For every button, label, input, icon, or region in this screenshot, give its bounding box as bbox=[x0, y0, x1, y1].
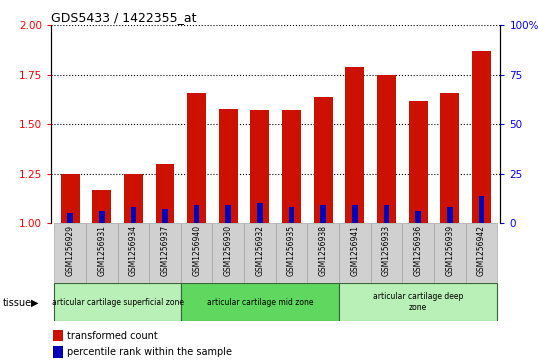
FancyBboxPatch shape bbox=[181, 283, 339, 321]
Text: GSM1256938: GSM1256938 bbox=[318, 225, 328, 276]
FancyBboxPatch shape bbox=[275, 223, 307, 283]
Text: articular cartilage superficial zone: articular cartilage superficial zone bbox=[52, 298, 183, 307]
Bar bbox=[408, 101, 428, 223]
Bar bbox=[53, 330, 63, 341]
Text: percentile rank within the sample: percentile rank within the sample bbox=[67, 347, 232, 357]
Bar bbox=[478, 196, 484, 223]
Text: GSM1256932: GSM1256932 bbox=[256, 225, 264, 276]
Bar bbox=[289, 207, 294, 223]
Text: GSM1256937: GSM1256937 bbox=[160, 225, 169, 276]
FancyBboxPatch shape bbox=[54, 223, 86, 283]
Bar bbox=[53, 346, 63, 358]
Bar bbox=[67, 213, 73, 223]
FancyBboxPatch shape bbox=[402, 223, 434, 283]
Bar bbox=[472, 51, 491, 223]
FancyBboxPatch shape bbox=[244, 223, 275, 283]
Bar bbox=[377, 75, 396, 223]
Text: ▶: ▶ bbox=[31, 298, 39, 308]
Bar bbox=[225, 205, 231, 223]
FancyBboxPatch shape bbox=[149, 223, 181, 283]
Bar bbox=[314, 97, 332, 223]
Text: GSM1256931: GSM1256931 bbox=[97, 225, 106, 276]
Bar bbox=[219, 109, 238, 223]
Text: GSM1256929: GSM1256929 bbox=[66, 225, 75, 276]
Bar bbox=[440, 93, 459, 223]
Text: tissue: tissue bbox=[3, 298, 32, 308]
Bar bbox=[61, 174, 80, 223]
Bar bbox=[250, 110, 270, 223]
FancyBboxPatch shape bbox=[339, 223, 371, 283]
Bar bbox=[257, 203, 263, 223]
Bar bbox=[92, 189, 111, 223]
FancyBboxPatch shape bbox=[181, 223, 213, 283]
FancyBboxPatch shape bbox=[434, 223, 465, 283]
Text: articular cartilage deep
zone: articular cartilage deep zone bbox=[373, 292, 463, 312]
Text: GSM1256936: GSM1256936 bbox=[414, 225, 422, 276]
Bar bbox=[384, 205, 390, 223]
Bar bbox=[345, 67, 364, 223]
FancyBboxPatch shape bbox=[371, 223, 402, 283]
Text: GSM1256939: GSM1256939 bbox=[445, 225, 454, 276]
Bar bbox=[187, 93, 206, 223]
Text: articular cartilage mid zone: articular cartilage mid zone bbox=[207, 298, 313, 307]
Bar bbox=[99, 211, 104, 223]
Text: GSM1256940: GSM1256940 bbox=[192, 225, 201, 276]
Bar bbox=[447, 207, 452, 223]
FancyBboxPatch shape bbox=[465, 223, 497, 283]
Text: GSM1256930: GSM1256930 bbox=[224, 225, 233, 276]
FancyBboxPatch shape bbox=[54, 283, 181, 321]
FancyBboxPatch shape bbox=[307, 223, 339, 283]
FancyBboxPatch shape bbox=[213, 223, 244, 283]
Text: GDS5433 / 1422355_at: GDS5433 / 1422355_at bbox=[51, 11, 196, 24]
Text: GSM1256935: GSM1256935 bbox=[287, 225, 296, 276]
Text: GSM1256942: GSM1256942 bbox=[477, 225, 486, 276]
FancyBboxPatch shape bbox=[339, 283, 497, 321]
Bar bbox=[155, 164, 174, 223]
FancyBboxPatch shape bbox=[117, 223, 149, 283]
Text: GSM1256934: GSM1256934 bbox=[129, 225, 138, 276]
Bar bbox=[320, 205, 326, 223]
Bar bbox=[131, 207, 136, 223]
Bar bbox=[124, 174, 143, 223]
Bar bbox=[194, 205, 200, 223]
Text: GSM1256933: GSM1256933 bbox=[382, 225, 391, 276]
Bar bbox=[162, 209, 168, 223]
Bar bbox=[282, 110, 301, 223]
Text: transformed count: transformed count bbox=[67, 331, 158, 341]
Bar bbox=[415, 211, 421, 223]
Text: GSM1256941: GSM1256941 bbox=[350, 225, 359, 276]
FancyBboxPatch shape bbox=[86, 223, 117, 283]
Bar bbox=[352, 205, 358, 223]
